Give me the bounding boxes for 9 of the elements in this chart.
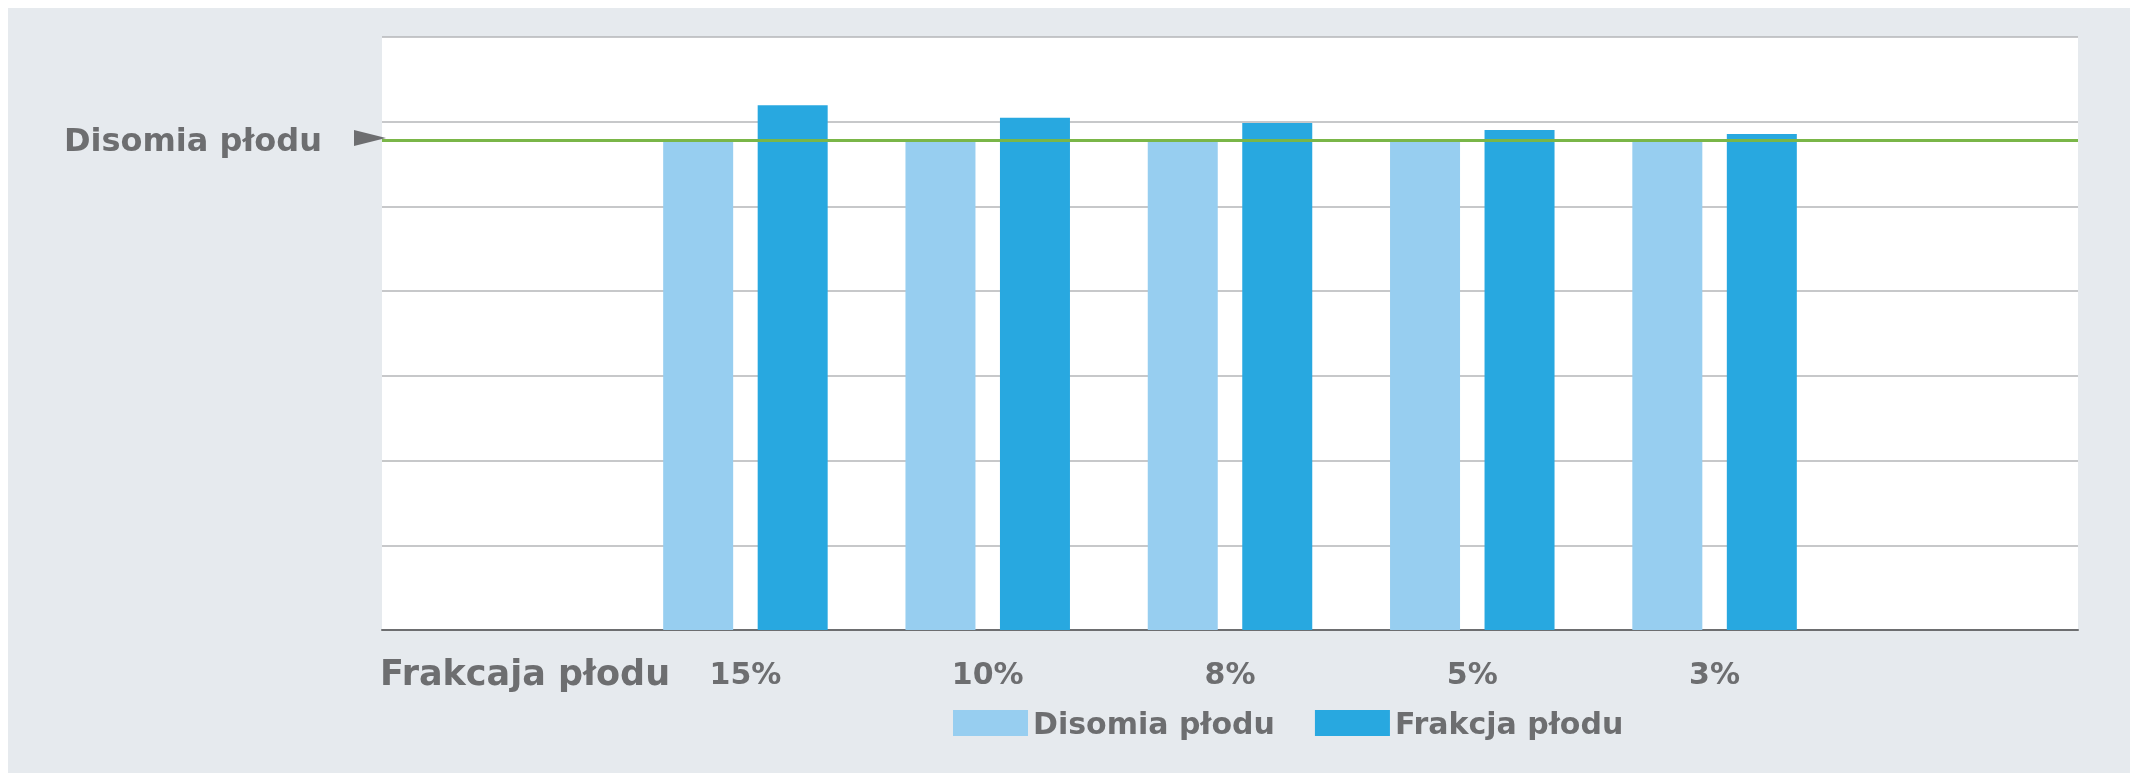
- ref-line-label: Disomia płodu: [63, 120, 322, 159]
- x-tick-label: 10%: [951, 655, 1024, 691]
- x-axis-title: Frakcaja płodu: [380, 652, 671, 693]
- x-tick-label: 3%: [1689, 655, 1741, 691]
- x-tick-label: 15%: [709, 655, 782, 691]
- legend-label: Disomia płodu: [1033, 705, 1275, 741]
- x-tick-label: 5%: [1446, 655, 1498, 691]
- x-tick-label: 8%: [1204, 655, 1256, 691]
- legend-label: Frakcja płodu: [1394, 705, 1624, 741]
